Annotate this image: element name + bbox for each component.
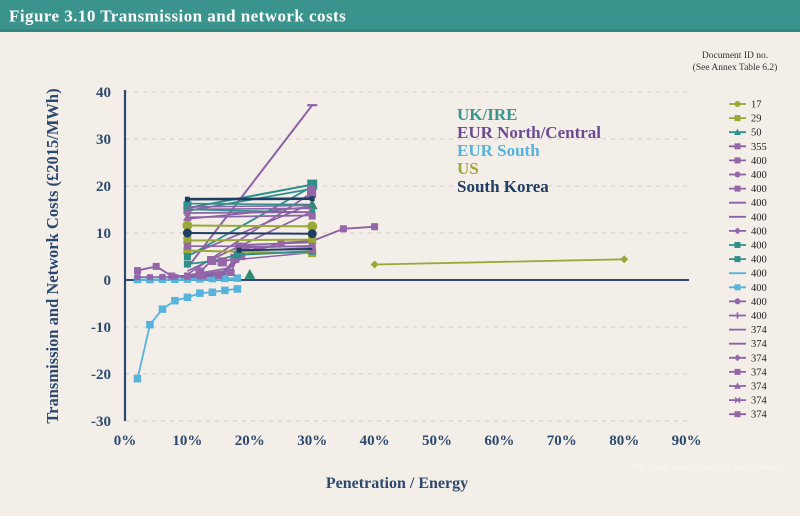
svg-text:Transmission and Network Costs: Transmission and Network Costs (£2015/MW… xyxy=(43,88,62,423)
svg-text:US: US xyxy=(457,159,479,178)
svg-text:400: 400 xyxy=(751,255,767,266)
svg-text:30%: 30% xyxy=(297,433,327,449)
svg-text:20: 20 xyxy=(96,179,111,195)
svg-text:Figure 3.10 Transmission and n: Figure 3.10 Transmission and network cos… xyxy=(9,7,346,26)
svg-text:0%: 0% xyxy=(114,433,137,449)
svg-text:17: 17 xyxy=(751,100,762,111)
svg-text:29: 29 xyxy=(751,114,762,125)
svg-text:20%: 20% xyxy=(235,433,265,449)
svg-text:374: 374 xyxy=(751,325,768,336)
svg-text:EUR South: EUR South xyxy=(457,141,540,160)
svg-text:374: 374 xyxy=(751,396,768,407)
svg-text:400: 400 xyxy=(751,156,767,167)
svg-text:70%: 70% xyxy=(547,433,577,449)
svg-text:374: 374 xyxy=(751,367,768,378)
svg-text:50%: 50% xyxy=(422,433,452,449)
svg-text:90%: 90% xyxy=(672,433,702,449)
svg-text:400: 400 xyxy=(751,241,767,252)
svg-text:400: 400 xyxy=(751,283,767,294)
svg-text:UK/IRE: UK/IRE xyxy=(457,105,517,124)
svg-text:400: 400 xyxy=(751,297,767,308)
svg-text:400: 400 xyxy=(751,269,767,280)
svg-text:400: 400 xyxy=(751,198,767,209)
svg-text:400: 400 xyxy=(751,311,767,322)
svg-text:0: 0 xyxy=(104,273,112,289)
svg-text:50: 50 xyxy=(751,128,762,139)
svg-text:10%: 10% xyxy=(172,433,202,449)
svg-text:30: 30 xyxy=(96,132,111,148)
svg-text:(See Annex Table 6.2): (See Annex Table 6.2) xyxy=(693,62,778,73)
svg-text:374: 374 xyxy=(751,382,768,393)
svg-text:374: 374 xyxy=(751,410,768,421)
svg-text:-30: -30 xyxy=(91,414,111,430)
svg-text:10: 10 xyxy=(96,226,111,242)
svg-text:-10: -10 xyxy=(91,320,111,336)
svg-text:400: 400 xyxy=(751,212,767,223)
svg-text:400: 400 xyxy=(751,226,767,237)
svg-text:60%: 60% xyxy=(484,433,514,449)
svg-text:374: 374 xyxy=(751,353,768,364)
svg-text:The costs and impacts of inter: The costs and impacts of intermittency xyxy=(630,462,784,472)
svg-text:-20: -20 xyxy=(91,367,111,383)
svg-text:400: 400 xyxy=(751,170,767,181)
svg-text:Penetration / Energy: Penetration / Energy xyxy=(326,475,468,492)
svg-text:South Korea: South Korea xyxy=(457,177,549,196)
svg-text:355: 355 xyxy=(751,142,767,153)
svg-text:Document ID no.: Document ID no. xyxy=(702,51,768,61)
svg-text:400: 400 xyxy=(751,184,767,195)
svg-text:374: 374 xyxy=(751,339,768,350)
svg-text:80%: 80% xyxy=(609,433,639,449)
svg-text:EUR North/Central: EUR North/Central xyxy=(457,123,601,142)
svg-text:40: 40 xyxy=(96,85,111,101)
svg-text:40%: 40% xyxy=(360,433,390,449)
